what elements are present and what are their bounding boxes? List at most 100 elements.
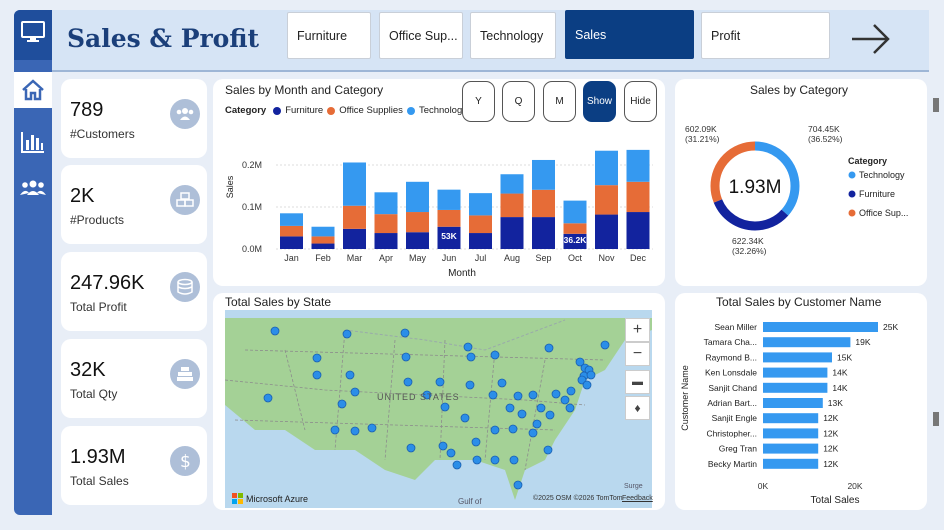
customer-bar[interactable] (763, 337, 851, 348)
bar-technology[interactable] (500, 174, 524, 194)
map-point[interactable] (438, 441, 448, 451)
map-point[interactable] (463, 342, 473, 352)
map-point[interactable] (345, 370, 355, 380)
map-point[interactable] (528, 390, 538, 400)
bar-technology[interactable] (626, 149, 650, 182)
map-point[interactable] (337, 399, 347, 409)
map-point[interactable] (560, 395, 570, 405)
tab-office-supplies[interactable]: Office Sup... (379, 12, 463, 59)
map-point[interactable] (490, 425, 500, 435)
customer-bar[interactable] (763, 352, 832, 363)
map-point[interactable] (312, 370, 322, 380)
map-point[interactable] (505, 403, 515, 413)
bar-office-supplies[interactable] (595, 185, 618, 215)
zoom-in-button[interactable]: + (625, 318, 650, 342)
sales-map[interactable]: UNITED STATES Gulf of Surge (225, 310, 652, 508)
bar-technology[interactable] (280, 213, 303, 226)
map-point[interactable] (452, 460, 462, 470)
map-point[interactable] (263, 393, 273, 403)
customer-bar[interactable] (763, 367, 828, 378)
map-point[interactable] (586, 370, 596, 380)
compass-button[interactable]: ♦ (625, 396, 650, 420)
bar-office-supplies[interactable] (563, 223, 587, 234)
quarter-button[interactable]: Q (502, 81, 535, 122)
map-point[interactable] (435, 377, 445, 387)
map-point[interactable] (517, 409, 527, 419)
bar-technology[interactable] (532, 159, 555, 190)
bar-furniture[interactable] (437, 226, 461, 249)
map-point[interactable] (367, 423, 377, 433)
show-button[interactable]: Show (583, 81, 616, 122)
bar-office-supplies[interactable] (500, 193, 524, 218)
bar-office-supplies[interactable] (280, 225, 303, 237)
customer-bar[interactable] (763, 322, 878, 332)
map-point[interactable] (330, 425, 340, 435)
bar-technology[interactable] (374, 192, 398, 215)
bar-office-supplies[interactable] (469, 215, 492, 234)
tab-profit[interactable]: Profit (701, 12, 830, 59)
map-point[interactable] (406, 443, 416, 453)
map-point[interactable] (582, 380, 592, 390)
scroll-handle-lower[interactable] (933, 412, 939, 426)
map-point[interactable] (497, 378, 507, 388)
bar-technology[interactable] (469, 193, 492, 216)
bar-chart-icon[interactable] (14, 124, 52, 160)
map-point[interactable] (471, 437, 481, 447)
map-point[interactable] (401, 352, 411, 362)
bar-office-supplies[interactable] (437, 209, 461, 227)
map-point[interactable] (536, 403, 546, 413)
next-arrow-icon[interactable] (850, 22, 892, 61)
map-point[interactable] (513, 480, 523, 490)
map-point[interactable] (465, 380, 475, 390)
map-point[interactable] (400, 328, 410, 338)
map-point[interactable] (566, 386, 576, 396)
month-button[interactable]: M (543, 81, 576, 122)
bar-technology[interactable] (311, 226, 335, 237)
map-point[interactable] (513, 391, 523, 401)
map-point[interactable] (490, 350, 500, 360)
bar-office-supplies[interactable] (406, 212, 429, 233)
map-point[interactable] (440, 402, 450, 412)
map-point[interactable] (488, 390, 498, 400)
bar-technology[interactable] (406, 181, 429, 213)
map-point[interactable] (551, 389, 561, 399)
bar-office-supplies[interactable] (311, 236, 335, 244)
bar-furniture[interactable] (595, 214, 618, 249)
map-point[interactable] (575, 357, 585, 367)
map-point[interactable] (270, 326, 280, 336)
map-point[interactable] (342, 329, 352, 339)
map-point[interactable] (312, 353, 322, 363)
bar-furniture[interactable] (280, 236, 303, 249)
bar-technology[interactable] (437, 189, 461, 210)
monitor-icon[interactable] (14, 14, 52, 50)
map-point[interactable] (350, 387, 360, 397)
customer-bar[interactable] (763, 398, 823, 408)
bar-office-supplies[interactable] (374, 214, 398, 234)
year-button[interactable]: Y (462, 81, 495, 122)
bar-furniture[interactable] (563, 233, 587, 249)
map-point[interactable] (350, 426, 360, 436)
zoom-out-button[interactable]: − (625, 342, 650, 366)
map-point[interactable] (565, 403, 575, 413)
map-point[interactable] (543, 445, 553, 455)
bar-furniture[interactable] (406, 232, 429, 249)
map-point[interactable] (422, 390, 432, 400)
bar-furniture[interactable] (626, 212, 650, 249)
customer-bar[interactable] (763, 458, 819, 469)
bar-furniture[interactable] (532, 217, 555, 249)
bar-furniture[interactable] (311, 243, 335, 249)
map-point[interactable] (545, 410, 555, 420)
hide-button[interactable]: Hide (624, 81, 657, 122)
map-point[interactable] (544, 343, 554, 353)
map-point[interactable] (600, 340, 610, 350)
scroll-handle[interactable] (933, 98, 939, 112)
tilt-button[interactable]: ▬ (625, 370, 650, 394)
tab-sales[interactable]: Sales (565, 10, 694, 59)
bar-technology[interactable] (595, 150, 618, 186)
map-point[interactable] (508, 424, 518, 434)
map-point[interactable] (532, 419, 542, 429)
map-point[interactable] (528, 428, 538, 438)
map-feedback-link[interactable]: Feedback (622, 495, 653, 502)
bar-furniture[interactable] (343, 228, 366, 249)
map-point[interactable] (446, 448, 456, 458)
